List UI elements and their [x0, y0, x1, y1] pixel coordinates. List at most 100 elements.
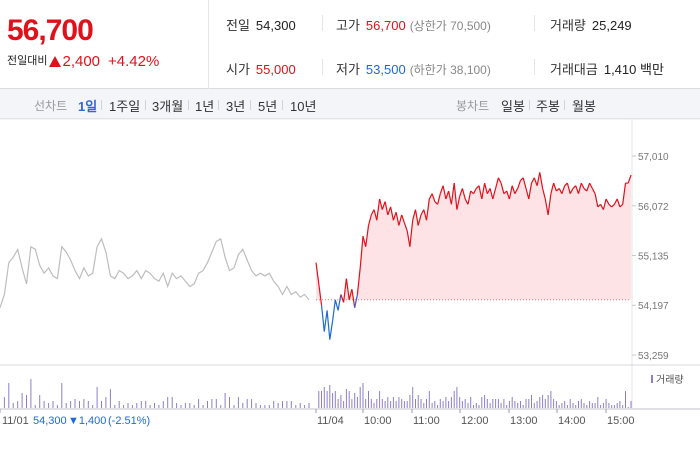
series-segment-11-04: [381, 201, 386, 210]
series-segment-11-04: [530, 177, 535, 184]
series-segment-11-04: [594, 193, 599, 208]
series-segment-11-04: [492, 188, 497, 200]
series-segment-11-04: [525, 188, 530, 200]
divider: [101, 100, 102, 110]
y-tick-label: 54,197: [638, 301, 669, 312]
series-segment-11-04: [511, 185, 516, 194]
series-segment-11-04: [467, 190, 472, 205]
series-segment-11-04: [459, 188, 463, 197]
series-segment-11-04: [367, 214, 372, 226]
series-segment-11-04: [401, 214, 405, 223]
series-segment-11-04: [528, 182, 533, 200]
series-segment-11-04: [384, 201, 389, 216]
series-segment-11-04: [478, 185, 483, 200]
stat-label: 거래량: [550, 18, 586, 33]
tab-1y[interactable]: 1년: [195, 99, 215, 114]
series-segment-11-04: [359, 236, 364, 268]
y-tick-label: 57,010: [638, 152, 669, 163]
series-segment-11-04: [323, 310, 328, 332]
series-segment-11-04: [522, 177, 527, 189]
divider: [282, 100, 283, 110]
series-segment-11-04: [558, 188, 563, 194]
series-segment-11-04: [315, 262, 320, 284]
series-segment-11-04: [619, 203, 624, 208]
quote-header: 56,700 전일대비 2,400 +4.42% 전일 54,300 고가 56,700…: [0, 0, 700, 89]
series-segment-11-04: [622, 183, 627, 205]
x-tick-label: 11/01: [2, 415, 29, 427]
stat-value: 56,700: [365, 18, 406, 33]
series-segment-11-04: [351, 289, 356, 308]
series-segment-11-04: [370, 209, 375, 216]
series-segment-11-04: [354, 294, 358, 308]
tab-5y[interactable]: 5년: [258, 99, 278, 114]
divider: [564, 100, 565, 110]
series-segment-11-04: [343, 278, 347, 303]
series-segment-11-04: [533, 177, 538, 186]
series-segment-11-04: [495, 177, 499, 189]
series-segment-11-04: [387, 206, 392, 216]
series-segment-11-04: [403, 222, 408, 231]
prev-day-close: 54,300: [33, 415, 67, 427]
stat-label: 저가: [336, 62, 360, 77]
series-segment-11-04: [376, 198, 381, 221]
price-chart: 57,010 56,072 55,135 54,197 53,259 거래량 11/01 11…: [0, 119, 700, 427]
series-segment-11-04: [456, 196, 461, 210]
series-segment-11-04: [428, 193, 433, 200]
divider: [322, 15, 323, 31]
tab-1w[interactable]: 1주일: [109, 99, 141, 114]
series-segment-11-04: [392, 212, 397, 221]
stat-value: 25,249: [591, 18, 632, 33]
tab-weekly[interactable]: 주봉: [536, 99, 560, 114]
series-segment-11-04: [589, 182, 593, 189]
tab-3y[interactable]: 3년: [226, 99, 246, 114]
series-segment-11-04: [569, 188, 574, 194]
y-tick-label: 53,259: [638, 351, 669, 362]
series-segment-11-04: [417, 214, 422, 226]
series-segment-11-04: [539, 172, 544, 189]
series-segment-11-04: [616, 198, 621, 208]
change-label: 전일대비: [7, 55, 48, 67]
tab-3m[interactable]: 3개월: [152, 99, 184, 114]
series-segment-11-04: [395, 212, 400, 226]
series-segment-11-04: [409, 220, 414, 247]
series-segment-11-04: [561, 185, 566, 194]
change-percent: +4.42%: [108, 53, 160, 70]
series-segment-11-04: [448, 190, 452, 205]
series-segment-11-04: [484, 182, 488, 194]
series-segment-11-04: [553, 182, 557, 192]
series-segment-11-04: [334, 299, 339, 311]
series-segment-11-04: [348, 289, 353, 300]
tab-1d[interactable]: 1일: [78, 99, 98, 114]
series-segment-11-04: [544, 198, 549, 216]
series-segment-11-04: [608, 203, 613, 208]
x-tick-label: 13:00: [510, 415, 538, 427]
series-segment-11-04: [580, 182, 585, 189]
volume-legend-swatch: [651, 375, 653, 383]
series-segment-11-04: [326, 310, 331, 340]
stat-prev-close: 전일 54,300: [226, 15, 296, 34]
series-segment-11-04: [406, 230, 411, 247]
series-segment-11-04: [514, 188, 519, 194]
line-chart-label: 선차트: [34, 99, 68, 113]
lower-limit: (하한가 38,100): [409, 63, 491, 77]
prev-day-change: ▼1,400: [68, 415, 106, 427]
tab-daily[interactable]: 일봉: [501, 99, 525, 114]
y-tick-label: 56,072: [638, 202, 669, 213]
divider: [529, 100, 530, 110]
stat-high: 고가 56,700 (상한가 70,500): [336, 15, 491, 34]
series-segment-11-04: [356, 267, 361, 295]
divider: [322, 59, 323, 75]
series-segment-11-04: [481, 182, 486, 200]
series-segment-11-04: [506, 190, 510, 200]
series-segment-11-04: [602, 198, 607, 210]
tab-monthly[interactable]: 월봉: [572, 99, 596, 114]
series-segment-11-04: [627, 174, 632, 184]
stat-value: 54,300: [255, 18, 296, 33]
series-segment-11-04: [508, 185, 513, 200]
candle-chart-label: 봉차트: [456, 99, 490, 113]
stat-label: 거래대금: [550, 62, 598, 77]
tab-10y[interactable]: 10년: [290, 99, 317, 114]
series-segment-11-04: [423, 209, 428, 221]
y-tick-label: 55,135: [638, 251, 669, 262]
series-segment-11-04: [464, 198, 469, 205]
